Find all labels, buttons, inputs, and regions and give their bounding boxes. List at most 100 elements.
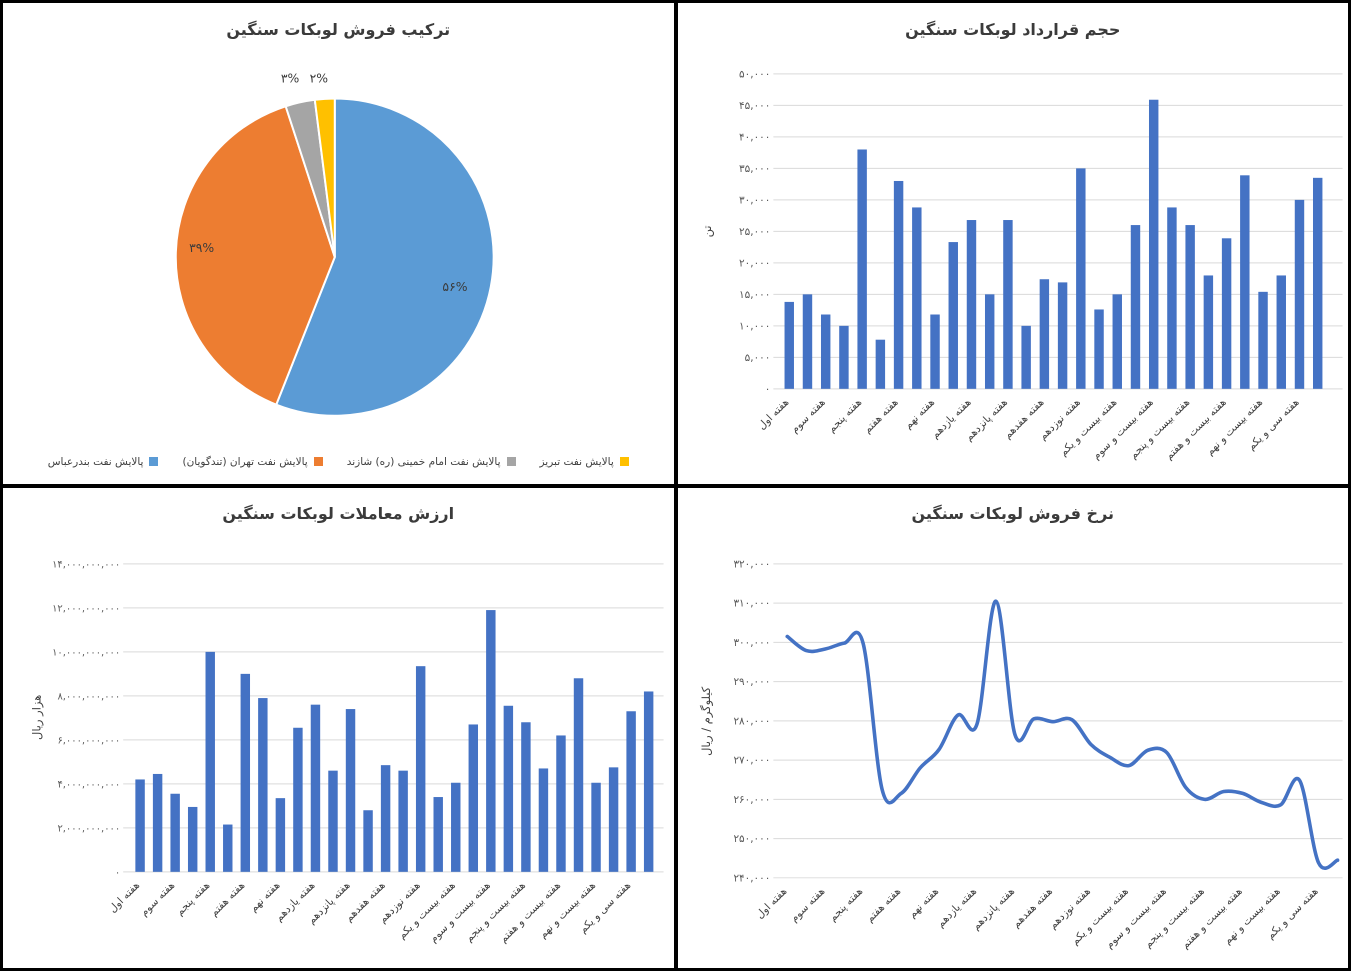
bar — [1184, 225, 1195, 389]
legend-swatch — [149, 457, 159, 466]
bar — [966, 220, 976, 389]
x-tick-label: هفته پنجم — [174, 879, 213, 918]
x-tick-label: هفته هفتم — [863, 885, 902, 924]
bar — [643, 690, 654, 872]
pie-chart-canvas: ۵۶% ۳۹% ۳% ۲% — [174, 71, 495, 417]
bar-series — [784, 99, 1322, 389]
y-tick-label: ۱۵,۰۰۰ — [739, 289, 770, 301]
bar — [275, 797, 286, 872]
bar — [1112, 294, 1122, 389]
x-tick-label: هفته سوم — [138, 879, 177, 918]
bar — [1130, 225, 1140, 389]
pie-slice — [313, 97, 336, 258]
y-tick-label: ۰ — [115, 867, 120, 878]
y-tick-label: ۲۴۰,۰۰۰ — [733, 872, 770, 884]
pie-chart-title: ترکیب فروش لوبکات سنگین — [226, 19, 451, 39]
bar — [1002, 220, 1013, 389]
y-tick-label: ۴۰,۰۰۰ — [739, 131, 770, 143]
bar — [258, 697, 268, 872]
x-tick-label: هفته اول — [107, 879, 143, 915]
bar — [310, 704, 321, 872]
legend-label: پالایش نفت تبریز — [539, 455, 614, 468]
legend-swatch — [313, 457, 323, 466]
legend-label: پالایش نفت امام خمینی (ره) شازند — [346, 455, 501, 468]
y-axis-title: هزار ریال — [30, 694, 45, 739]
x-tick-label: هفته بیست و پنجم — [463, 879, 528, 944]
bar — [556, 734, 566, 872]
bar — [451, 782, 461, 872]
bar — [380, 764, 391, 872]
bar — [784, 301, 794, 389]
bar-series — [135, 609, 654, 872]
pie-series — [174, 97, 495, 417]
bar — [1166, 207, 1177, 389]
legend-item: پالایش نفت بندرعباس — [48, 456, 159, 468]
y-tick-label: ۲۸۰,۰۰۰ — [733, 715, 770, 727]
bar — [486, 609, 496, 872]
bar — [1257, 291, 1268, 389]
panel-bar-contract-volume: حجم قرارداد لوبکات سنگین ۰ ۵,۰۰۰ ۱۰,۰۰۰ ۱۵,… — [677, 3, 1348, 484]
y-tick-label: ۸,۰۰۰,۰۰۰,۰۰۰ — [57, 691, 120, 702]
y-tick-label: ۲۶۰,۰۰۰ — [733, 793, 770, 805]
y-tick-label: ۲۵,۰۰۰ — [739, 226, 770, 238]
legend-item: پالایش نفت تبریز — [540, 456, 629, 468]
pie-percent-label: ۲% — [310, 71, 329, 86]
legend-label: پالایش نفت تهران (تندگویان) — [182, 455, 308, 468]
line-series — [784, 598, 1339, 870]
pie-slice — [174, 105, 336, 406]
bar — [608, 766, 619, 872]
bar — [1093, 309, 1104, 389]
bar — [170, 793, 180, 872]
y-tick-label: ۱۲,۰۰۰,۰۰۰,۰۰۰ — [52, 603, 120, 614]
bar — [1020, 325, 1031, 389]
bar — [187, 806, 198, 872]
bar — [802, 294, 812, 389]
x-tick-label: هفته نهم — [902, 396, 937, 431]
legend-label: پالایش نفت بندرعباس — [47, 455, 144, 468]
y-tick-label: ۴,۰۰۰,۰۰۰,۰۰۰ — [57, 779, 120, 790]
bar — [135, 778, 145, 872]
bar — [984, 294, 994, 389]
bar — [875, 339, 885, 389]
bar — [363, 809, 373, 872]
bar — [893, 180, 903, 389]
y-tick-label: ۱۰,۰۰۰ — [739, 320, 770, 332]
bar — [240, 673, 251, 872]
bar — [1039, 279, 1049, 389]
bar — [152, 773, 163, 872]
pie-percent-label: ۵۶% — [442, 279, 467, 294]
y-axis-title: کیلوگرم / ریال — [698, 686, 713, 756]
y-tick-label: ۲۹۰,۰۰۰ — [733, 676, 770, 688]
bar — [1312, 177, 1322, 389]
bar — [820, 314, 830, 389]
legend-swatch — [506, 457, 516, 466]
y-tick-label: ۵۰,۰۰۰ — [739, 68, 770, 80]
bar-value-chart-canvas: ۰ ۲,۰۰۰,۰۰۰,۰۰۰ ۴,۰۰۰,۰۰۰,۰۰۰ ۶,۰۰۰,۰۰۰,۰۰۰… — [30, 559, 664, 945]
y-tick-label: ۶,۰۰۰,۰۰۰,۰۰۰ — [57, 735, 120, 746]
pie-slice — [274, 97, 495, 417]
y-tick-label: ۴۵,۰۰۰ — [739, 100, 770, 112]
panel-line-sale-rate: نرخ فروش لوبکات سنگین ۲۴۰,۰۰۰ ۲۵۰,۰۰۰ ۲۶۰,… — [677, 487, 1348, 968]
x-tick-label: هفته بیست و سوم — [427, 879, 492, 945]
bar — [626, 710, 636, 872]
bar — [223, 824, 233, 872]
bar — [1276, 275, 1286, 389]
x-tick-label: هفته هفتم — [208, 879, 247, 918]
y-tick-label: ۳۲۰,۰۰۰ — [733, 558, 770, 570]
bar — [398, 770, 408, 872]
x-tick-label: هفته سوم — [788, 885, 827, 924]
pie-percent-label: ۳۹% — [189, 240, 214, 255]
bar — [433, 796, 443, 872]
bar — [415, 665, 426, 872]
y-tick-label: ۳۰۰,۰۰۰ — [733, 636, 770, 648]
y-tick-label: ۰ — [764, 383, 770, 395]
bar — [911, 207, 922, 389]
y-tick-label: ۳۵,۰۰۰ — [739, 163, 770, 175]
x-tick-label: هفته نهم — [248, 879, 283, 914]
bar — [573, 677, 584, 872]
bar — [293, 727, 303, 872]
bar — [948, 242, 958, 389]
bar — [205, 651, 215, 872]
bar — [1221, 238, 1231, 389]
